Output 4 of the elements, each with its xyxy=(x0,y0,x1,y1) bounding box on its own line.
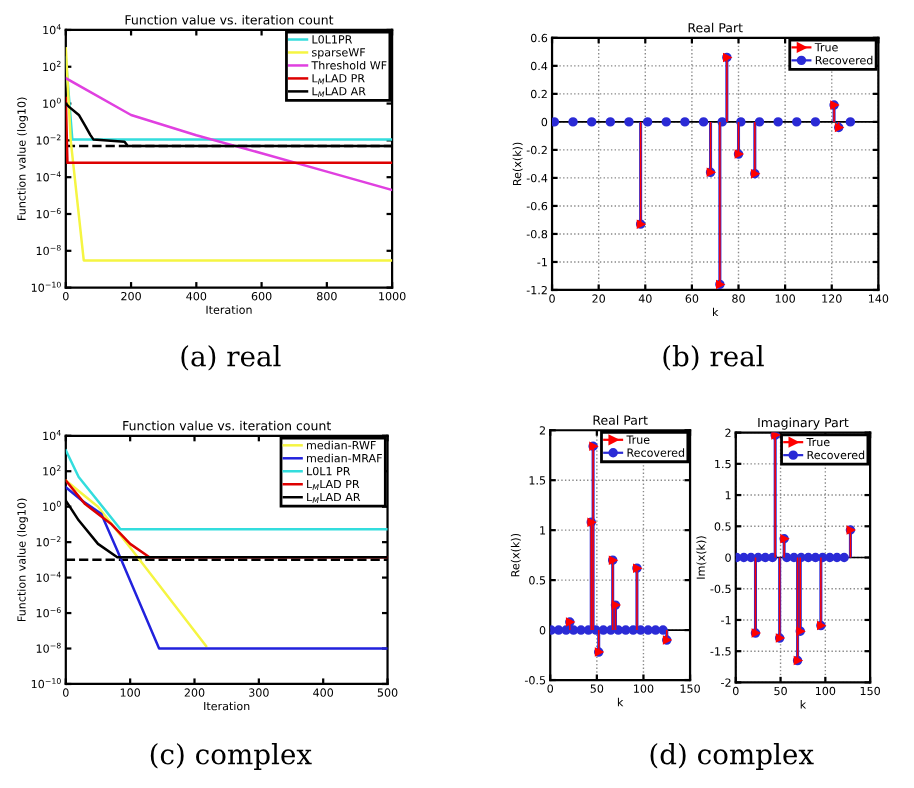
text: (a) real xyxy=(181,345,281,371)
text: (d) complex xyxy=(650,743,814,770)
text: (c) complex xyxy=(150,743,312,770)
text: (b) real xyxy=(663,345,764,371)
